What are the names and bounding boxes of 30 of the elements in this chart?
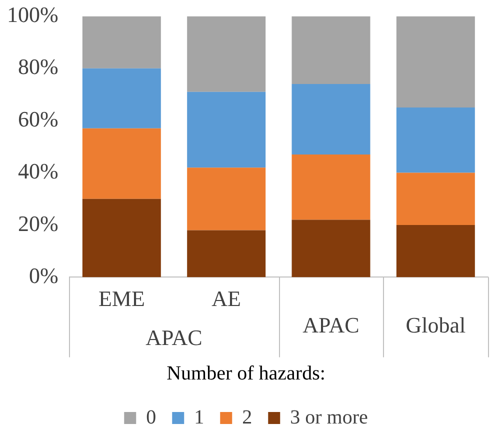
legend-title: Number of hazards: [166, 362, 326, 384]
legend-label: 2 [242, 406, 252, 428]
bar [187, 16, 266, 92]
bar [292, 16, 370, 84]
x-tick-label: Global [406, 312, 466, 338]
y-tick-label: 40% [18, 158, 58, 184]
bar [292, 84, 370, 155]
bar [187, 92, 266, 168]
legend-label: 3 or more [290, 406, 368, 428]
bar [396, 108, 475, 173]
bar [396, 16, 475, 108]
y-tick-label: 100% [7, 2, 58, 27]
bar [292, 154, 370, 220]
x-tick-label: AE [212, 286, 241, 312]
x-tick-label: EME [98, 286, 145, 312]
bar [396, 225, 475, 278]
bar [82, 68, 161, 128]
bar [292, 220, 370, 278]
bar [187, 168, 266, 230]
bar [187, 230, 266, 278]
legend-label: 1 [194, 406, 204, 428]
y-tick-label: 0% [29, 262, 58, 288]
legend-label: 0 [146, 406, 156, 428]
bar [396, 172, 475, 225]
y-tick-label: 80% [18, 54, 58, 80]
bar [82, 16, 161, 68]
y-tick-label: 20% [18, 210, 58, 236]
y-tick-label: 60% [18, 106, 58, 132]
bar [82, 198, 161, 278]
bar [82, 128, 161, 199]
